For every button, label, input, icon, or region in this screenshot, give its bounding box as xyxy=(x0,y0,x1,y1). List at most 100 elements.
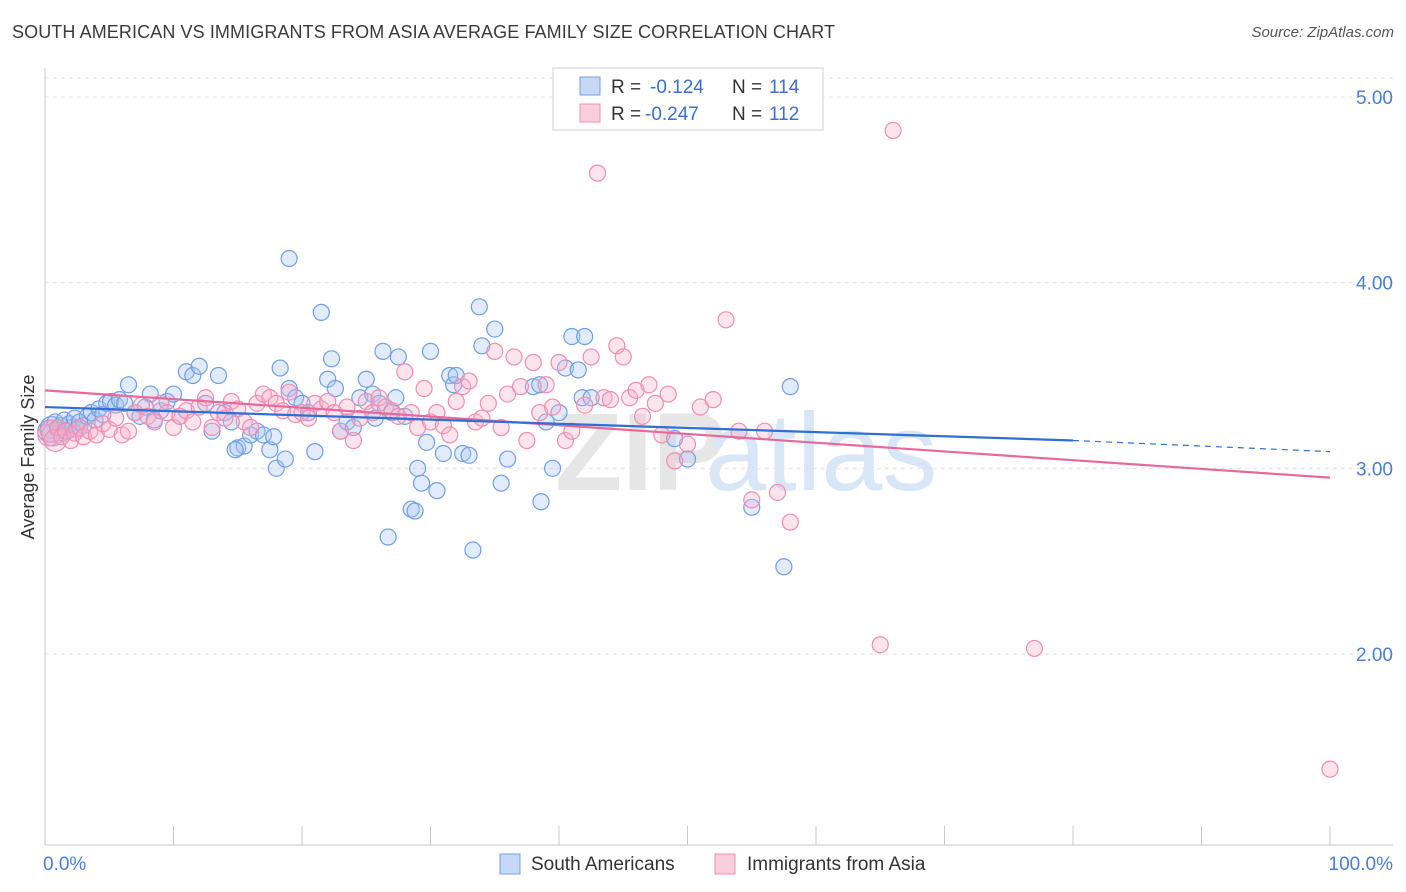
data-point xyxy=(666,430,684,448)
legend-r-label-2: R = xyxy=(611,104,641,125)
data-point xyxy=(299,409,318,427)
data-point xyxy=(666,452,684,470)
y-tick-label: 4.00 xyxy=(1356,274,1393,295)
data-point xyxy=(454,444,472,463)
data-point xyxy=(409,459,427,477)
data-point xyxy=(531,404,549,422)
data-point xyxy=(871,636,889,654)
data-point xyxy=(479,394,497,412)
data-point xyxy=(190,357,208,375)
data-point xyxy=(460,446,478,464)
data-point xyxy=(511,378,530,396)
data-point xyxy=(322,350,341,368)
watermark: ZIP atlas xyxy=(555,391,937,514)
data-point xyxy=(781,513,799,531)
data-point xyxy=(601,391,620,409)
trend-line-south-extension xyxy=(1072,439,1331,453)
bottom-legend-label-asia: Immigrants from Asia xyxy=(747,854,926,875)
data-point xyxy=(884,121,902,140)
grid-lines xyxy=(45,77,1393,655)
data-point xyxy=(441,366,459,385)
data-point xyxy=(306,443,324,461)
data-point xyxy=(524,353,542,372)
axes xyxy=(44,68,1393,846)
data-point xyxy=(499,450,517,468)
data-point xyxy=(678,435,697,453)
legend-n-value-1: 114 xyxy=(769,77,800,98)
data-point xyxy=(71,418,89,437)
legend-n-label-2: N = xyxy=(732,104,762,125)
data-point xyxy=(492,474,510,492)
y-tick-labels: 2.00 3.00 4.00 5.00 xyxy=(1356,88,1393,666)
watermark-zip: ZIP xyxy=(555,391,726,514)
data-point xyxy=(505,348,523,366)
data-point xyxy=(209,366,228,385)
data-point xyxy=(704,391,722,409)
data-point xyxy=(518,431,536,450)
data-point xyxy=(357,370,375,388)
data-point xyxy=(743,491,761,509)
data-point xyxy=(775,558,793,576)
y-axis-label: Average Family Size xyxy=(18,375,38,540)
y-tick-label: 3.00 xyxy=(1356,459,1393,480)
legend-n-value-2: 112 xyxy=(769,104,799,125)
data-point xyxy=(344,418,362,437)
data-point xyxy=(434,444,452,463)
data-point xyxy=(532,493,550,511)
data-point xyxy=(730,422,748,440)
data-point xyxy=(550,353,568,372)
data-point xyxy=(556,431,575,450)
data-point xyxy=(768,483,787,502)
data-point xyxy=(524,378,542,396)
data-point xyxy=(331,422,350,440)
data-point xyxy=(415,379,433,398)
data-point xyxy=(229,439,247,457)
data-point xyxy=(447,392,465,411)
legend-r-value-1: -0.124 xyxy=(650,77,704,98)
bottom-legend-swatch-asia xyxy=(714,853,736,875)
x-tick-label-end: 100.0% xyxy=(1329,854,1394,875)
data-point xyxy=(267,459,285,477)
data-point xyxy=(280,249,298,268)
data-point xyxy=(312,303,330,321)
data-point xyxy=(396,363,414,381)
data-point xyxy=(326,379,345,398)
data-point xyxy=(717,311,735,329)
data-point xyxy=(543,398,562,416)
data-point xyxy=(184,366,202,385)
data-point xyxy=(678,450,697,468)
data-point xyxy=(428,482,446,500)
data-point xyxy=(344,431,362,450)
data-point xyxy=(1321,760,1339,778)
data-point xyxy=(402,404,420,422)
data-point xyxy=(203,418,221,437)
data-point xyxy=(646,394,664,412)
legend-n-label-1: N = xyxy=(732,77,762,98)
data-point xyxy=(203,422,221,440)
legend-swatch-south xyxy=(579,76,601,96)
data-point xyxy=(473,409,491,427)
legend-r-value-2: -0.247 xyxy=(645,104,699,125)
data-point xyxy=(94,405,112,424)
data-point xyxy=(537,376,555,394)
data-point xyxy=(389,407,407,425)
data-point xyxy=(107,409,125,427)
data-point xyxy=(627,381,645,399)
data-point xyxy=(412,474,431,492)
chart-source: Source: ZipAtlas.com xyxy=(1251,24,1394,41)
legend: R = -0.124 N = 114 R = -0.247 N = 112 xyxy=(552,67,824,131)
data-point xyxy=(216,409,234,427)
data-point xyxy=(582,348,600,366)
trend-line-south xyxy=(44,405,1074,442)
data-point xyxy=(242,418,260,437)
data-point xyxy=(569,361,587,379)
data-point xyxy=(486,342,504,360)
legend-swatch-asia xyxy=(579,103,601,123)
data-point xyxy=(276,450,294,468)
data-point xyxy=(226,441,244,459)
data-point xyxy=(614,348,632,366)
trend-line-asia xyxy=(44,389,1331,479)
data-point xyxy=(543,459,562,477)
chart-title: SOUTH AMERICAN VS IMMIGRANTS FROM ASIA A… xyxy=(12,22,836,42)
